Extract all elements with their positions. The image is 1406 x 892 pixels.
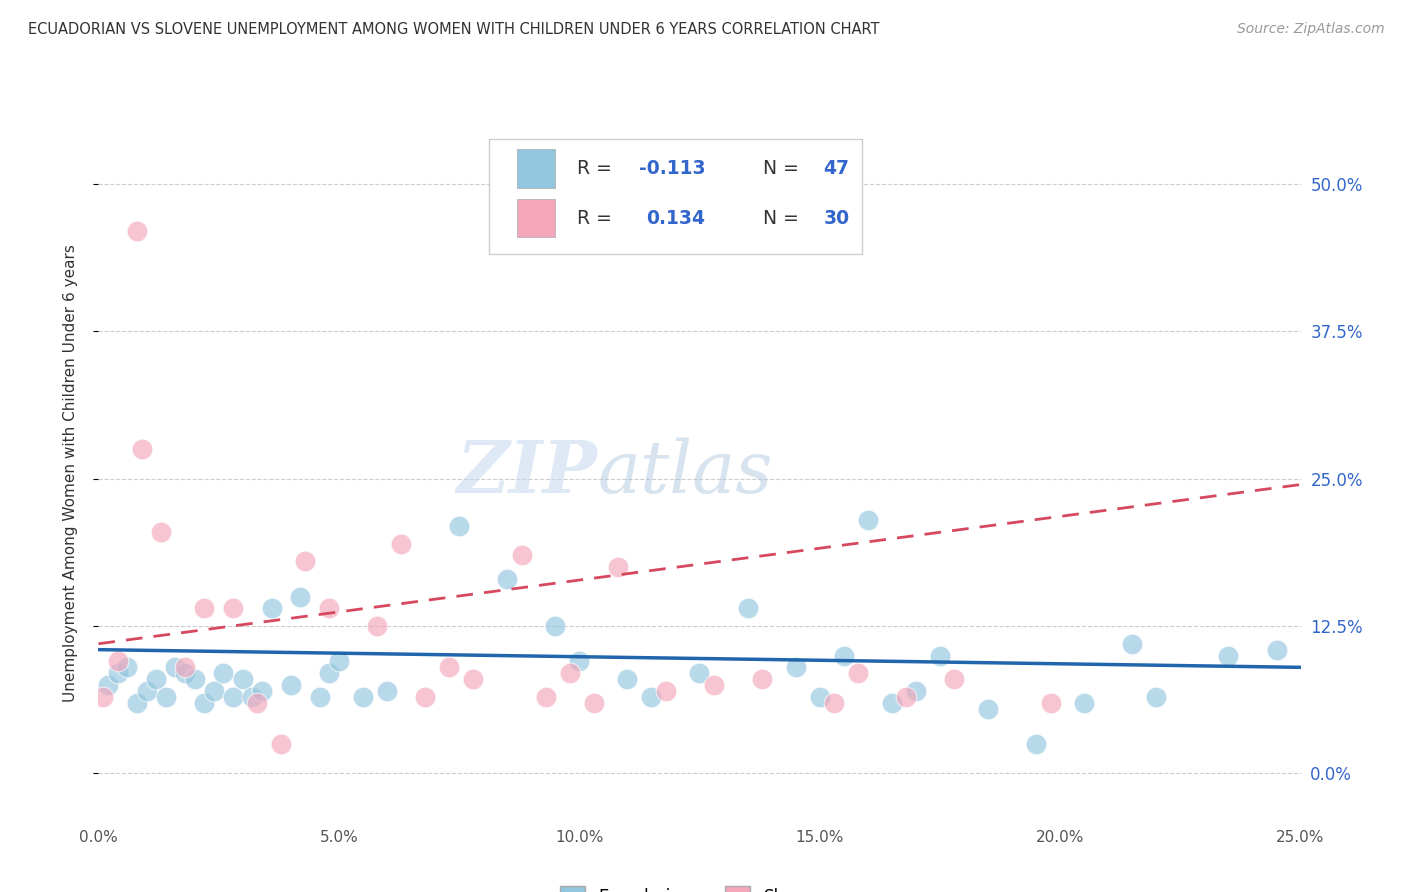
Point [856,513,879,527]
Point [568,655,591,669]
Point [250,684,273,698]
Point [366,619,388,633]
Text: 47: 47 [824,159,849,178]
Point [880,696,903,710]
Point [1265,642,1288,657]
Point [1121,637,1143,651]
Text: R =: R = [576,159,617,178]
Point [125,696,148,710]
Point [616,672,638,686]
Point [928,648,950,663]
Point [1025,737,1047,751]
Point [1218,648,1240,663]
Point [689,666,711,681]
Point [91,690,114,704]
Point [97,678,120,692]
Point [510,549,533,563]
Text: ECUADORIAN VS SLOVENE UNEMPLOYMENT AMONG WOMEN WITH CHILDREN UNDER 6 YEARS CORRE: ECUADORIAN VS SLOVENE UNEMPLOYMENT AMONG… [28,22,880,37]
Y-axis label: Unemployment Among Women with Children Under 6 years: Unemployment Among Women with Children U… [63,244,77,702]
Point [270,737,292,751]
Point [808,690,831,704]
Point [534,690,557,704]
Point [447,518,470,533]
Point [232,672,254,686]
Point [280,678,302,692]
Point [222,690,245,704]
Point [174,666,197,681]
Point [155,690,177,704]
Text: Source: ZipAtlas.com: Source: ZipAtlas.com [1237,22,1385,37]
Text: 30: 30 [824,209,849,227]
Point [240,690,263,704]
Point [352,690,374,704]
Point [1144,690,1167,704]
Point [703,678,725,692]
Point [640,690,662,704]
Point [655,684,678,698]
Point [943,672,966,686]
FancyBboxPatch shape [489,139,862,253]
Point [183,672,205,686]
Point [260,601,283,615]
Point [785,660,807,674]
Point [439,660,461,674]
Point [117,660,139,674]
Text: N =: N = [763,159,806,178]
Point [246,696,269,710]
Point [389,536,412,550]
Point [107,666,129,681]
Point [212,666,235,681]
Point [107,655,129,669]
Point [1073,696,1095,710]
Point [308,690,330,704]
Point [558,666,581,681]
Text: N =: N = [763,209,806,227]
Text: -0.113: -0.113 [640,159,706,178]
FancyBboxPatch shape [517,199,555,237]
Point [977,701,1000,715]
Point [1039,696,1062,710]
Point [222,601,245,615]
Point [832,648,855,663]
Point [318,666,340,681]
Point [202,684,225,698]
Point [149,524,172,539]
Point [193,601,215,615]
Text: R =: R = [576,209,624,227]
Point [415,690,437,704]
Text: ZIP: ZIP [457,437,598,508]
Point [463,672,485,686]
Point [328,655,350,669]
Text: 0.134: 0.134 [647,209,706,227]
Point [193,696,215,710]
Point [131,442,153,457]
Point [737,601,759,615]
Point [174,660,197,674]
Point [294,554,316,568]
Point [375,684,398,698]
Point [904,684,927,698]
Point [496,572,519,586]
Point [846,666,869,681]
FancyBboxPatch shape [517,149,555,187]
Point [606,560,628,574]
Point [290,590,312,604]
Point [823,696,845,710]
Point [582,696,605,710]
Point [544,619,567,633]
Point [896,690,918,704]
Legend: Ecuadorians, Slovenes: Ecuadorians, Slovenes [553,878,846,892]
Text: atlas: atlas [598,437,773,508]
Point [145,672,167,686]
Point [135,684,157,698]
Point [165,660,187,674]
Point [125,224,148,238]
Point [318,601,340,615]
Point [751,672,773,686]
